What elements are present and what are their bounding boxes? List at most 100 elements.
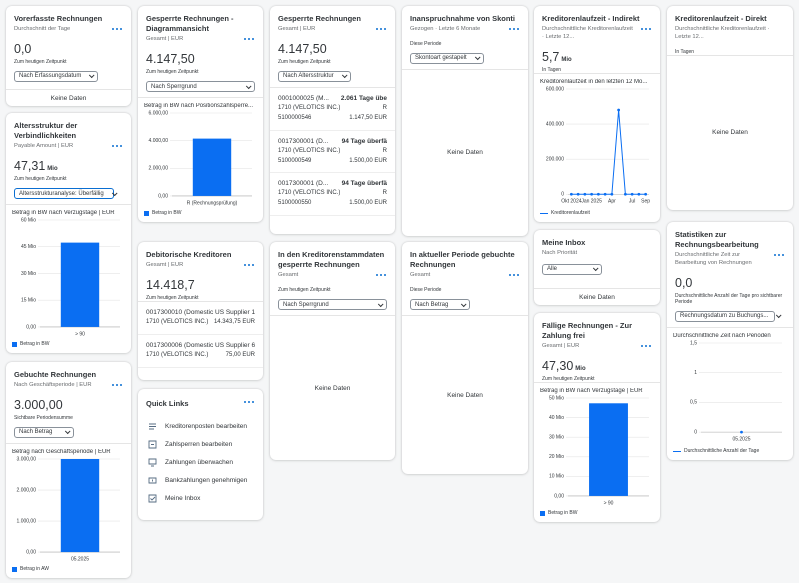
more-button[interactable] [243,36,255,42]
kpi-note: Diese Periode [410,40,442,47]
card-body: Keine Daten [667,54,793,210]
dropdown[interactable]: Nach Betrag [410,299,470,311]
link-icon [148,440,157,449]
more-button[interactable] [111,143,123,149]
card-subtitle: Gesamt | EUR [146,36,184,43]
y-tick-label: 4.000,00 [149,138,169,144]
y-tick-label: 0 [561,191,564,197]
card-body: Betrag nach Geschäftsperiode | EUR 0,00 1.… [6,442,131,578]
dropdown[interactable]: Nach Altersstruktur [278,70,351,82]
dropdown[interactable]: Rechnungsdatum zu Buchungs... [675,310,782,322]
y-tick-label: 0,00 [158,193,168,199]
card-subtitle: Gesamt [278,272,299,279]
list-item[interactable]: 0017300010 (Domestic US Supplier 10) 1710… [138,302,263,335]
more-button[interactable] [640,26,652,32]
bar [60,458,100,552]
subtitle-row: Durchschnittliche Kreditorenlaufzeit · L… [675,26,785,42]
kpi-row: 47,31 Mio [14,157,123,175]
dropdown[interactable]: Nach Erfassungsdatum [14,70,99,82]
dropdown-caret [377,301,384,307]
card-header: Altersstruktur der Verbindlichkeiten Paya… [6,113,131,151]
more-button[interactable] [375,272,387,278]
kpi-unit: Mio [47,166,58,173]
kpi-row: 3.000,00 [14,396,123,414]
quick-link[interactable]: Zahlungen überwachen [138,453,263,471]
more-button[interactable] [640,343,652,349]
more-button[interactable] [508,272,520,278]
subtitle-row: Gesamt | EUR [278,26,387,34]
card-footer: Keine Daten [534,288,660,305]
chart-plot: 0,00 15 Mio 30 Mio 45 Mio 60 Mio > 90 [21,217,120,337]
card: Kreditorenlaufzeit - Indirekt Durchschnit… [534,6,660,222]
more-button[interactable] [243,262,255,268]
link-list: Kreditorenposten bearbeiten Zahlsperren b… [138,409,263,507]
quick-link[interactable]: Meine Inbox [138,489,263,507]
more-button[interactable] [508,26,520,32]
more-button[interactable] [375,26,387,32]
dropdown[interactable]: Nach Betrag [14,426,74,438]
quick-link[interactable]: Kreditorenposten bearbeiten [138,417,263,435]
y-tick-label: 1 [694,370,697,376]
item-text: 1710 (VELOTICS INC.) [278,190,341,197]
more-button[interactable] [773,252,785,258]
legend-swatch [12,341,17,347]
link-icon [149,423,156,430]
legend-label: Betrag in BW [20,341,50,347]
item-text: 0017300006 (Domestic US Supplier 6 ... [146,341,255,349]
card-subtitle: Gesamt [410,272,431,279]
y-tick-label: 10 Mio [549,474,564,480]
no-data: Keine Daten [314,384,351,392]
legend: Betrag in BW [540,510,654,516]
more-button[interactable] [111,26,123,32]
card-body: Betrag in BW nach Verzugstage | EUR 0,00 1… [6,204,131,353]
dropdown[interactable]: Skontoart gestapelt [410,52,484,64]
card: Inanspruchnahme von Skonti Gezogen · Letz… [402,6,528,236]
more-button[interactable] [243,399,255,405]
dropdown[interactable]: Nach Sperrgrund [278,299,387,311]
kpi-value: 4.147,50 [146,52,195,67]
y-tick-label: 45 Mio [21,244,36,250]
item-value: 1.147,50 EUR [349,114,387,121]
list-item[interactable]: 0017300006 (Domestic US Supplier 6 ... 17… [138,335,263,368]
dot [248,38,250,41]
card-header: Kreditorenlaufzeit - Direkt Durchschnittl… [667,6,793,42]
list-item[interactable]: 0017300001 (D... 94 Tage überfä 1710 (VELO… [270,173,395,216]
kpi-row: 47,30 Mio [542,357,652,375]
card: Gebuchte Rechnungen Nach Geschäftsperiode… [6,362,131,578]
y-tick-label: 200.000 [546,156,564,162]
line-point [644,192,648,196]
item-line: 1710 (VELOTICS INC.) R [278,147,387,157]
kpi: 0,0 Durchschnittliche Anzahl der Tage pro… [667,268,793,305]
card: Debitorische Kreditoren Gesamt | EUR 14.41… [138,242,263,380]
dot [641,28,643,31]
kpi-note: Zum heutigen Zeitpunkt [146,69,199,76]
legend-swatch [540,510,545,516]
more-button[interactable] [111,382,123,388]
dropdown[interactable]: Alle [542,263,602,275]
chart-title: Betrag in BW nach Verzugstage | EUR [540,388,643,395]
card-subtitle: Gesamt | EUR [542,343,580,350]
y-tick-label: 2.000,00 [149,166,169,172]
y-tick-label: 40 Mio [549,415,564,421]
list-item[interactable]: 0017300001 (D... 94 Tage überfä 1710 (VELO… [270,131,395,174]
quick-link[interactable]: Zahlsperren bearbeiten [138,435,263,453]
y-tick-label: 3.000,00 [17,456,37,462]
dropdown[interactable]: Altersstrukturanalyse: Überfällig [14,188,118,200]
link-text: Bankzahlungen genehmigen [165,476,248,484]
list-item[interactable]: 0001000025 (M... 2.061 Tage übe 1710 (VELO… [270,88,395,131]
y-tick-label: 6.000,00 [149,110,169,116]
kpi-value: 5,7 [542,49,560,64]
dot [252,38,254,41]
dropdown[interactable]: Nach Sperrgrund [146,81,255,93]
dot [252,401,254,403]
kpi-row: 4.147,50 [146,50,255,68]
link-icon [148,494,157,503]
card-header: Quick Links [138,389,263,409]
quick-link[interactable]: Bankzahlungen genehmigen [138,471,263,489]
legend-label: Betrag in BW [548,510,578,516]
kpi: 5,7 Mio In Tagen [534,42,660,73]
item-value: 94 Tage überfä [341,137,387,145]
card-subtitle: Nach Priorität [542,250,578,257]
dot [384,274,386,277]
